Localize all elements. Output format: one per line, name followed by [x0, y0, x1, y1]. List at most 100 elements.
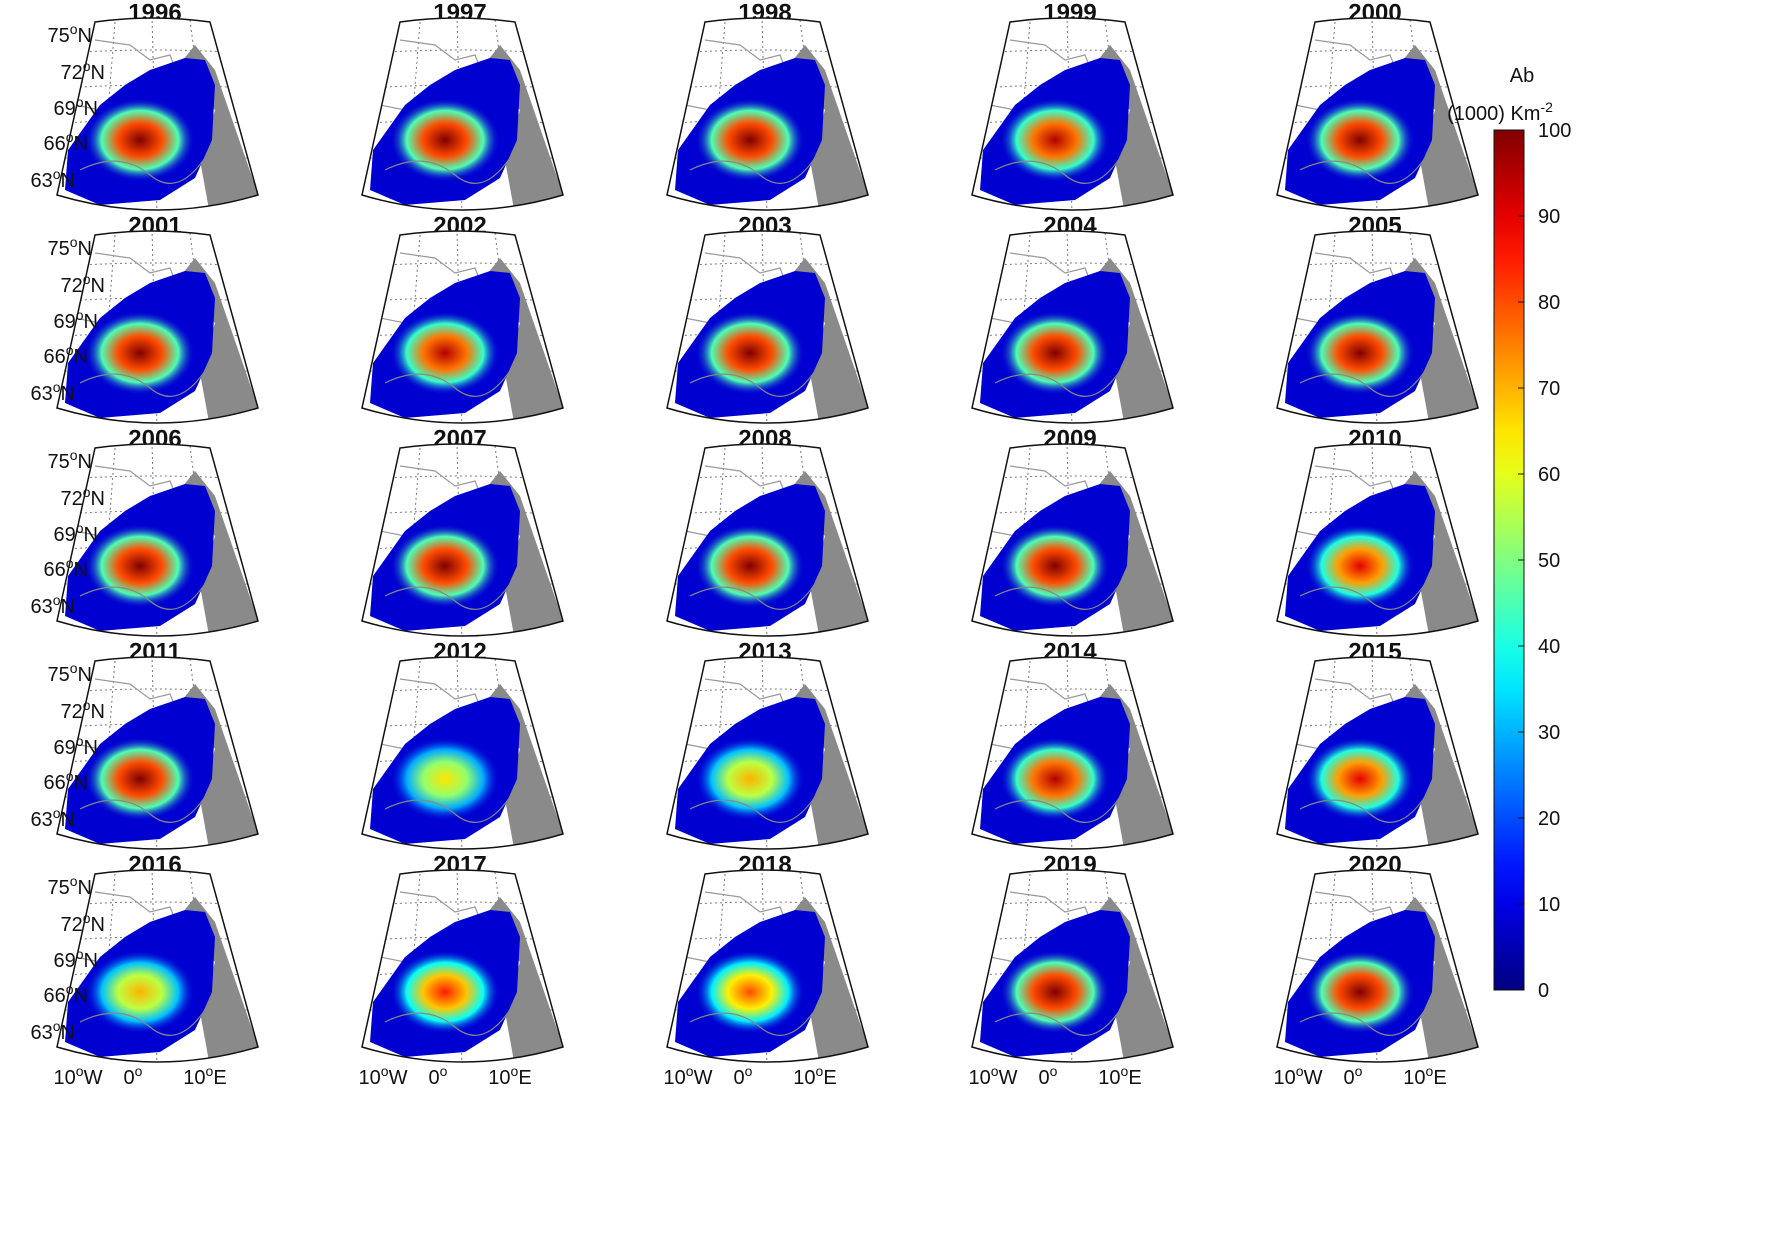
map-panel: 1998	[666, 0, 869, 211]
abundance-peak	[1305, 737, 1415, 821]
contour	[79, 149, 211, 184]
map-frame	[1276, 443, 1479, 637]
lat-label: 72oN	[61, 910, 106, 936]
map-area	[1277, 444, 1478, 636]
map-panel: 2013	[666, 638, 869, 850]
contour	[79, 362, 211, 397]
colorbar-tick-label: 10	[1538, 894, 1560, 916]
abundance-peak	[85, 737, 195, 821]
contour	[1299, 362, 1431, 397]
abundance-peak	[390, 524, 500, 608]
abundance-peak	[1305, 524, 1415, 608]
map-area	[667, 231, 868, 423]
map-frame	[361, 656, 564, 850]
map-panel: 2003	[666, 212, 869, 424]
lat-label: 63oN	[31, 1018, 76, 1044]
lon-label: 0o	[124, 1063, 143, 1089]
lon-label: 0o	[1344, 1063, 1363, 1089]
contour	[689, 575, 821, 610]
colorbar-unit: (1000) Km-2	[1447, 99, 1553, 125]
lon-label: 10oW	[664, 1063, 713, 1089]
map-area	[972, 444, 1173, 636]
abundance-peak	[390, 98, 500, 182]
abundance-peak	[1305, 311, 1415, 395]
colorbar-tick-label: 80	[1538, 292, 1560, 314]
map-area	[57, 444, 258, 636]
lat-label: 66oN	[44, 342, 89, 368]
map-panel: 2010	[1276, 425, 1479, 637]
map-panel: 2004	[971, 212, 1174, 424]
contour	[994, 149, 1126, 184]
lat-label: 75oN	[48, 447, 93, 473]
map-frame	[666, 443, 869, 637]
abundance-peak	[695, 737, 805, 821]
colorbar-tick-label: 60	[1538, 464, 1560, 486]
lat-label: 72oN	[61, 697, 106, 723]
contour	[689, 149, 821, 184]
lon-label: 10oW	[359, 1063, 408, 1089]
map-frame	[1276, 17, 1479, 211]
map-frame	[56, 443, 259, 637]
map-frame	[971, 230, 1174, 424]
colorbar-tick-label: 90	[1538, 206, 1560, 228]
map-frame	[971, 17, 1174, 211]
lon-label: 10oE	[183, 1063, 226, 1089]
lat-label: 66oN	[44, 555, 89, 581]
map-panel: 2012	[361, 638, 564, 850]
lat-label: 75oN	[48, 873, 93, 899]
lat-label: 72oN	[61, 58, 106, 84]
contour	[384, 1001, 516, 1036]
contour	[1299, 149, 1431, 184]
lat-label: 66oN	[44, 129, 89, 155]
map-area	[1277, 657, 1478, 849]
map-area	[972, 657, 1173, 849]
lat-label: 72oN	[61, 271, 106, 297]
lat-label: 69oN	[54, 520, 99, 546]
map-frame	[666, 869, 869, 1063]
abundance-peak	[85, 311, 195, 395]
lat-label: 75oN	[48, 234, 93, 260]
contour	[79, 788, 211, 823]
map-frame	[361, 17, 564, 211]
colorbar-tick-label: 40	[1538, 636, 1560, 658]
abundance-peak	[1000, 524, 1110, 608]
colorbar-title: Ab	[1510, 65, 1534, 87]
contour	[79, 575, 211, 610]
map-panel: 2009	[971, 425, 1174, 637]
abundance-peak	[1000, 311, 1110, 395]
map-area	[57, 18, 258, 210]
lon-label: 10oW	[54, 1063, 103, 1089]
map-frame	[971, 443, 1174, 637]
map-panel: 2005	[1276, 212, 1479, 424]
map-frame	[666, 230, 869, 424]
abundance-peak	[85, 950, 195, 1034]
lat-label: 75oN	[48, 21, 93, 47]
map-panel: 2000	[1276, 0, 1479, 211]
lon-label: 0o	[734, 1063, 753, 1089]
abundance-peak	[1305, 950, 1415, 1034]
map-frame	[1276, 656, 1479, 850]
map-area	[1277, 870, 1478, 1062]
lon-label: 10oW	[969, 1063, 1018, 1089]
map-panel: 2014	[971, 638, 1174, 850]
lat-label: 69oN	[54, 946, 99, 972]
abundance-peak	[390, 311, 500, 395]
contour	[384, 575, 516, 610]
map-panel: 1997	[361, 0, 564, 211]
map-frame	[361, 869, 564, 1063]
map-frame	[56, 869, 259, 1063]
map-panel: 2002	[361, 212, 564, 424]
map-frame	[361, 230, 564, 424]
map-area	[972, 231, 1173, 423]
map-area	[57, 231, 258, 423]
abundance-peak	[85, 524, 195, 608]
map-area	[362, 231, 563, 423]
lon-label: 10oE	[793, 1063, 836, 1089]
lat-label: 63oN	[31, 805, 76, 831]
colorbar-tick-label: 50	[1538, 550, 1560, 572]
